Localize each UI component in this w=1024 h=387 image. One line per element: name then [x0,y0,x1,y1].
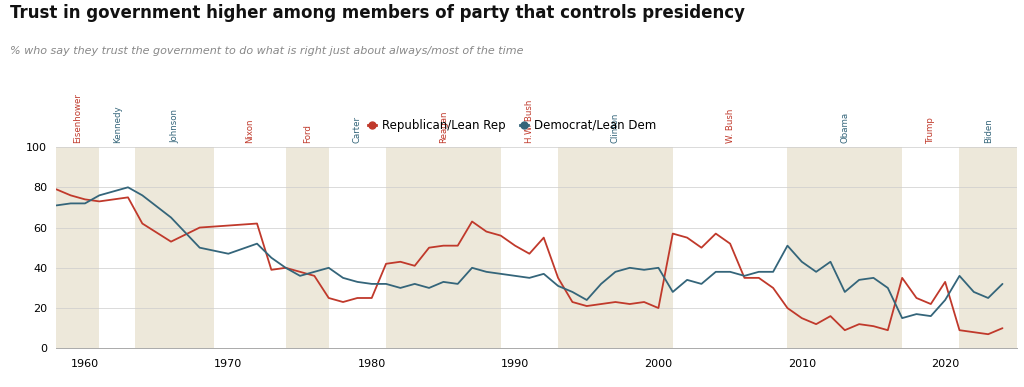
Bar [135,147,214,348]
Bar [386,147,501,348]
Bar [673,147,787,348]
Text: Clinton: Clinton [611,113,620,143]
Text: Reagan: Reagan [439,111,447,143]
Bar [286,147,329,348]
Text: Eisenhower: Eisenhower [74,93,82,143]
Text: Carter: Carter [353,116,361,143]
Bar [902,147,959,348]
Bar [329,147,386,348]
Text: Nixon: Nixon [246,119,254,143]
Text: Kennedy: Kennedy [113,106,122,143]
Text: Biden: Biden [984,118,992,143]
Bar [56,147,99,348]
Bar [501,147,558,348]
Text: % who say they trust the government to do what is right just about always/most o: % who say they trust the government to d… [10,46,523,57]
Bar [99,147,135,348]
Bar [558,147,673,348]
Text: Trust in government higher among members of party that controls presidency: Trust in government higher among members… [10,4,745,22]
Text: W. Bush: W. Bush [726,109,734,143]
Bar [959,147,1017,348]
Legend: Republican/Lean Rep, Democrat/Lean Dem: Republican/Lean Rep, Democrat/Lean Dem [364,114,660,137]
Text: Ford: Ford [303,124,311,143]
Bar [787,147,902,348]
Text: Johnson: Johnson [170,109,179,143]
Text: Trump: Trump [927,116,935,143]
Text: H.W. Bush: H.W. Bush [525,100,534,143]
Bar [214,147,286,348]
Text: Obama: Obama [841,112,849,143]
